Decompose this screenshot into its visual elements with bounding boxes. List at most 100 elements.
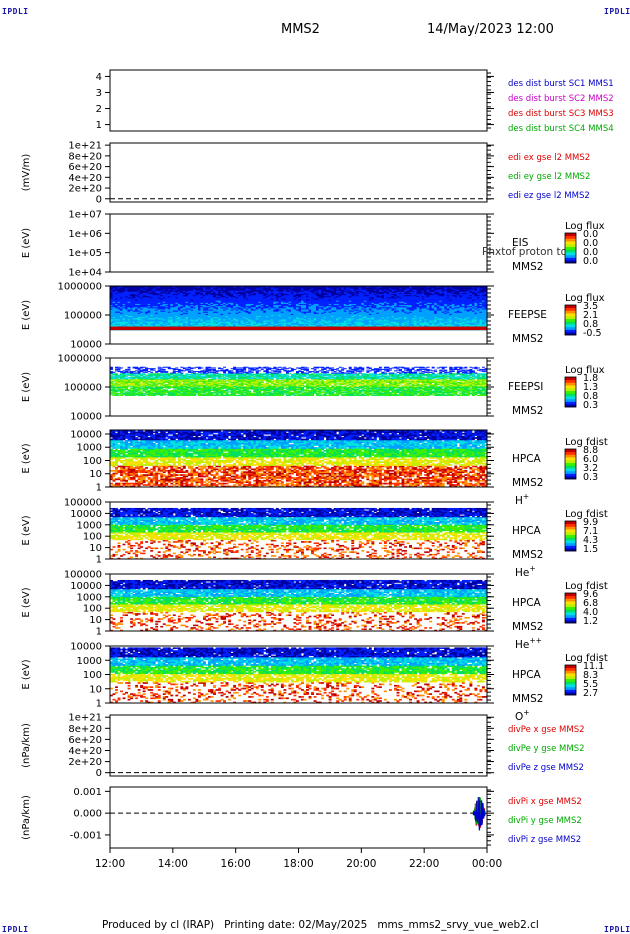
panel-eis-ytick-label-0: 1e+04 [68, 268, 102, 279]
panel-hpca-hepp-ytick-label-3: 1000 [77, 592, 102, 603]
panel-divpe-ytick-label-5: 1e+21 [68, 713, 102, 724]
panel-hpca-he-ytick-label-0: 1 [96, 555, 102, 566]
panel-hpca-hepp-ytick-label-5: 100000 [64, 570, 102, 581]
panel-edi-ytick-label-0: 0 [96, 194, 102, 205]
panel-divpi-ytick-label-2: 0.001 [73, 787, 102, 798]
panel-burst-ytick-label-3: 4 [96, 72, 102, 83]
panel-eis-frame [110, 214, 487, 272]
footer-script-name: mms_mms2_srvy_vue_web2.cl [377, 919, 539, 931]
panel-hpca-o-ytick-label-2: 100 [83, 670, 102, 681]
panel-hpca-h-cbar-tick-3: 0.3 [583, 472, 598, 483]
panel-hpca-he-spacecraft: MMS2 [512, 549, 543, 561]
xtick-label-0: 12:00 [95, 858, 125, 870]
panel-divpi-frame [110, 787, 487, 848]
panel-feepsi-ytick-label-2: 1000000 [57, 354, 102, 365]
panel-edi-frame [110, 143, 487, 202]
panel-feepse-ytick-label-0: 10000 [70, 340, 102, 351]
panel-hpca-he-ytick-label-3: 1000 [77, 520, 102, 531]
panel-hpca-o-ytick-label-1: 10 [89, 684, 102, 695]
panel-hpca-hepp-species: He++ [515, 636, 542, 651]
panel-feepsi-instrument: FEEPSI [508, 381, 543, 393]
panel-hpca-hepp-ytick-label-1: 10 [89, 615, 102, 626]
panel-edi-legend-2: edi ez gse l2 MMS2 [508, 191, 590, 201]
panel-eis-ytick-label-3: 1e+07 [68, 210, 102, 221]
panel-edi-ytick-label-2: 4e+20 [68, 173, 102, 184]
panel-feepse-low-energy-band [110, 327, 487, 331]
panel-hpca-hepp-ytick-label-0: 1 [96, 627, 102, 638]
panel-hpca-h-instrument: HPCA [512, 453, 542, 465]
panel-eis-overlay: Phxtof proton to [482, 246, 567, 258]
panel-hpca-he-ytick-label-5: 100000 [64, 498, 102, 509]
panel-edi-ytick-label-5: 1e+21 [68, 141, 102, 152]
footer-printing-date: Printing date: 02/May/2025 [224, 919, 367, 931]
footer-producer: Produced by cl (IRAP) [102, 919, 214, 931]
panel-divpe-ytick-label-1: 2e+20 [68, 757, 102, 768]
panel-feepse-ytick-label-1: 100000 [64, 311, 102, 322]
panel-feepse-ytick-label-2: 1000000 [57, 282, 102, 293]
panel-edi-ylabel: (mV/m) [21, 154, 32, 192]
panel-hpca-h-ytick-label-2: 100 [83, 456, 102, 467]
panel-hpca-he-ytick-label-2: 100 [83, 532, 102, 543]
panel-burst-ytick-label-1: 2 [96, 104, 102, 115]
panel-hpca-h-ylabel: E (eV) [21, 443, 32, 473]
panel-divpe-frame [110, 715, 487, 776]
panel-burst-ytick-label-0: 1 [96, 120, 102, 131]
panel-hpca-hepp-cbar-tick-3: 1.2 [583, 616, 598, 627]
panel-divpi-burst-2 [473, 797, 486, 830]
panel-divpe-legend-0: divPe x gse MMS2 [508, 725, 585, 735]
panel-hpca-h-ytick-label-0: 1 [96, 483, 102, 494]
panel-hpca-h-ytick-label-3: 1000 [77, 443, 102, 454]
panel-divpi-ytick-label-0: -0.001 [70, 830, 102, 841]
xtick-label-2: 16:00 [221, 858, 251, 870]
panel-divpe-ylabel: (nPa/km) [21, 723, 32, 768]
panel-hpca-o-ytick-label-0: 1 [96, 699, 102, 710]
panel-edi-legend-1: edi ey gse l2 MMS2 [508, 172, 590, 182]
xtick-label-1: 14:00 [158, 858, 188, 870]
panel-edi-ytick-label-1: 2e+20 [68, 184, 102, 195]
panel-hpca-hepp-ytick-label-2: 100 [83, 604, 102, 615]
panel-hpca-he-ytick-label-1: 10 [89, 543, 102, 554]
panel-hpca-he-cbar-tick-3: 1.5 [583, 544, 598, 555]
panel-eis-cbar-tick-3: 0.0 [583, 256, 598, 267]
panel-hpca-hepp-heatmap [110, 580, 487, 631]
xtick-label-3: 18:00 [283, 858, 313, 870]
panel-feepse-cbar-tick-3: -0.5 [583, 328, 602, 339]
panel-eis-ytick-label-1: 1e+05 [68, 248, 102, 259]
xtick-label-4: 20:00 [346, 858, 376, 870]
panel-divpe-ytick-label-4: 8e+20 [68, 724, 102, 735]
panel-feepse-instrument: FEEPSE [508, 309, 547, 321]
panel-divpe-ytick-label-3: 6e+20 [68, 735, 102, 746]
panel-divpi-legend-2: divPi z gse MMS2 [508, 835, 581, 845]
panel-hpca-hepp-ylabel: E (eV) [21, 587, 32, 617]
panel-burst-legend-0: des dist burst SC1 MMS1 [508, 79, 614, 89]
panel-hpca-o-ylabel: E (eV) [21, 659, 32, 689]
panel-feepsi-ytick-label-1: 100000 [64, 383, 102, 394]
panel-hpca-hepp-spacecraft: MMS2 [512, 621, 543, 633]
panel-hpca-o-ytick-label-3: 1000 [77, 656, 102, 667]
panel-feepse-heatmap [110, 286, 487, 330]
panel-hpca-o-spacecraft: MMS2 [512, 693, 543, 705]
panel-hpca-o-species: O+ [515, 708, 530, 723]
panel-hpca-he-ylabel: E (eV) [21, 515, 32, 545]
panel-eis-ylabel: E (eV) [21, 228, 32, 258]
panel-divpe-legend-1: divPe y gse MMS2 [508, 744, 585, 754]
panel-hpca-he-species: He+ [515, 564, 536, 579]
panel-eis-ytick-label-2: 1e+06 [68, 229, 102, 240]
panel-divpe-ytick-label-2: 4e+20 [68, 746, 102, 757]
panel-burst-legend-2: des dist burst SC3 MMS3 [508, 109, 614, 119]
panel-hpca-o-instrument: HPCA [512, 669, 542, 681]
